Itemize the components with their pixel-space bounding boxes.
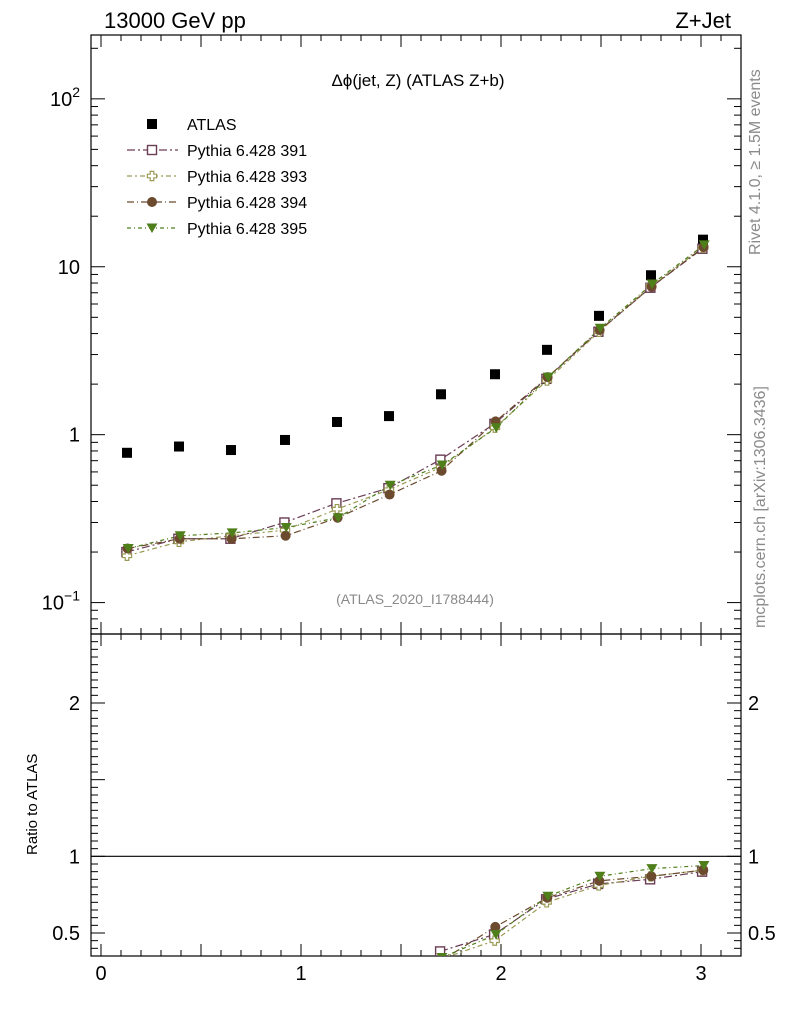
ratio-y-axis-label: Ratio to ATLAS — [24, 754, 41, 855]
series-line-4 — [128, 244, 705, 550]
ratio-point-s2-3 — [594, 875, 605, 886]
main-plot-ticks — [91, 35, 742, 634]
data-point-s0-7 — [490, 369, 500, 380]
legend-marker-1 — [146, 144, 158, 156]
ratio-point-s3-4 — [646, 864, 658, 874]
ratio-point-s3-5 — [698, 861, 710, 871]
data-point-s3-5 — [384, 489, 395, 500]
data-point-s0-9 — [594, 310, 604, 321]
x-tick-label-0: 0 — [95, 963, 106, 985]
main-plot-y-tick-labels: 10−1 1 10 102 — [42, 84, 80, 615]
ratio-series-line-3 — [443, 864, 704, 956]
ratio-panel: 0.5 0.5 1 1 2 2 0 1 2 3 Ratio to ATLAS — [24, 633, 776, 985]
data-point-s0-10 — [646, 270, 656, 281]
data-point-s3-6 — [436, 465, 447, 476]
data-point-s4-4 — [332, 513, 344, 523]
legend-label-0: ATLAS — [187, 117, 237, 134]
legend-entry-2: Pythia 6.428 393 — [127, 169, 307, 186]
legend: ATLAS Pythia 6.428 391 Pythia 6.428 393 Pyt… — [127, 117, 307, 238]
x-tick-label-1: 1 — [295, 963, 306, 985]
legend-marker-3 — [147, 197, 157, 207]
data-point-s4-9 — [594, 323, 606, 334]
data-point-s0-1 — [174, 441, 184, 452]
ratio-series-line-1 — [447, 869, 703, 956]
data-point-s0-5 — [384, 411, 394, 422]
ratio-point-s1-1 — [489, 935, 500, 946]
plot-title: Δϕ(jet, Z) (ATLAS Z+b) — [331, 71, 504, 90]
header-right-label: Z+Jet — [675, 8, 731, 33]
data-point-s4-0 — [122, 543, 134, 554]
data-point-s4-3 — [280, 523, 292, 533]
data-point-s4-2 — [226, 528, 238, 538]
ratio-y-tick-label-left-2: 2 — [69, 693, 80, 715]
series-line-1 — [126, 248, 703, 553]
data-point-s0-0 — [122, 447, 132, 458]
legend-entry-0: ATLAS — [147, 117, 237, 134]
legend-label-3: Pythia 6.428 394 — [187, 195, 307, 212]
data-point-s0-8 — [542, 344, 552, 355]
header-left-label: 13000 GeV pp — [104, 8, 246, 33]
y-tick-label-3: 102 — [50, 84, 80, 111]
analysis-watermark: (ATLAS_2020_I1788444) — [336, 591, 494, 607]
data-point-s0-11 — [698, 234, 708, 245]
main-plot-panel: 10−1 1 10 102 Δϕ(jet, Z) (ATLAS Z+b) (ATLAS… — [42, 34, 742, 635]
data-point-s4-5 — [384, 480, 396, 491]
data-point-s2-0 — [121, 550, 133, 561]
data-point-s4-6 — [436, 460, 448, 470]
legend-entry-3: Pythia 6.428 394 — [127, 195, 307, 212]
data-point-s3-2 — [226, 533, 237, 544]
data-point-s0-4 — [332, 416, 342, 427]
ratio-plot-markers — [434, 861, 710, 956]
side-label-bottom: mcplots.cern.ch [arXiv:1306.3436] — [752, 386, 769, 628]
x-axis-tick-labels: 0 1 2 3 — [95, 963, 706, 985]
y-tick-label-0: 10−1 — [42, 588, 80, 615]
legend-label-1: Pythia 6.428 391 — [187, 143, 307, 160]
series-line-3 — [127, 246, 704, 550]
data-point-s4-8 — [542, 372, 554, 383]
legend-label-4: Pythia 6.428 395 — [187, 221, 307, 238]
data-point-s4-10 — [646, 279, 658, 289]
series-line-2 — [126, 247, 704, 557]
ratio-point-s2-0 — [439, 955, 444, 956]
side-label-top: Rivet 4.1.0, ≥ 1.5M events — [747, 69, 764, 255]
ratio-point-s3-3 — [594, 871, 606, 882]
ratio-point-s3-1 — [490, 930, 502, 940]
legend-marker-4 — [146, 223, 158, 233]
legend-entry-1: Pythia 6.428 391 — [127, 143, 307, 160]
ratio-y-tick-label-right-0: 0.5 — [748, 923, 776, 945]
ratio-y-tick-label-right-1: 1 — [748, 846, 759, 868]
y-tick-label-1: 1 — [69, 425, 80, 447]
main-plot-series-lines — [126, 244, 705, 557]
data-point-s0-6 — [436, 389, 446, 400]
main-plot-markers — [121, 234, 710, 561]
ratio-y-tick-label-left-0: 0.5 — [52, 923, 80, 945]
ratio-point-s3-0 — [436, 953, 448, 956]
ratio-plot-series-lines — [439, 864, 704, 956]
ratio-plot-y-tick-labels: 0.5 0.5 1 1 2 2 — [52, 693, 776, 945]
ratio-y-tick-label-right-2: 2 — [748, 693, 759, 715]
ratio-y-tick-label-left-1: 1 — [69, 846, 80, 868]
data-point-s4-7 — [490, 423, 502, 433]
data-point-s0-2 — [226, 445, 236, 456]
legend-marker-2 — [146, 170, 158, 182]
ratio-point-s2-5 — [698, 865, 709, 876]
legend-marker-0 — [147, 119, 157, 129]
data-point-s3-3 — [280, 530, 291, 541]
ratio-point-s2-4 — [646, 871, 657, 882]
x-tick-label-2: 2 — [495, 963, 506, 985]
data-point-s0-3 — [280, 434, 290, 445]
legend-entry-4: Pythia 6.428 395 — [127, 221, 307, 238]
y-tick-label-2: 10 — [58, 257, 80, 279]
data-point-s4-1 — [174, 531, 186, 541]
ratio-point-s3-2 — [542, 891, 554, 902]
ratio-point-s2-1 — [490, 921, 501, 932]
ratio-plot-frame — [90, 633, 742, 957]
ratio-series-line-2 — [447, 869, 704, 956]
legend-label-2: Pythia 6.428 393 — [187, 169, 307, 186]
x-tick-label-3: 3 — [695, 963, 706, 985]
ratio-series-line-0 — [439, 871, 703, 952]
data-point-s4-11 — [698, 240, 710, 250]
ratio-plot-ticks — [91, 633, 742, 957]
